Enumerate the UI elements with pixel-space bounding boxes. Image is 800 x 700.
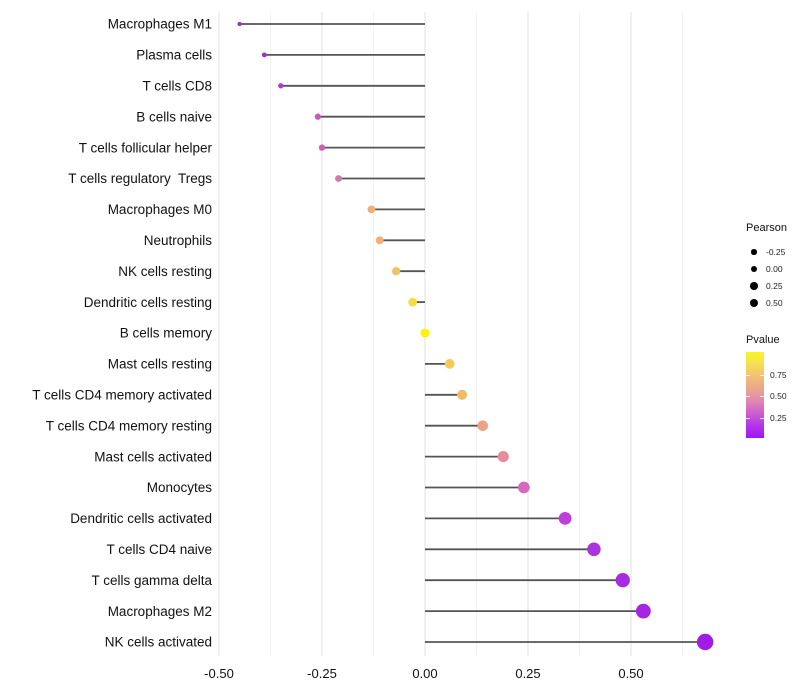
x-axis-tick-label: -0.50 xyxy=(204,666,234,681)
y-axis-label: Macrophages M1 xyxy=(108,17,212,32)
data-point xyxy=(314,113,322,120)
y-axis-label: T cells gamma delta xyxy=(91,573,212,588)
x-axis-tick-label: -0.25 xyxy=(307,666,337,681)
data-point xyxy=(391,267,401,276)
size-legend-label: 0.00 xyxy=(766,264,783,274)
y-axis-label: Neutrophils xyxy=(144,233,213,248)
y-axis-label: T cells CD4 memory resting xyxy=(46,418,212,433)
y-axis-label: Plasma cells xyxy=(136,48,212,63)
legend-dot-icon xyxy=(751,249,757,255)
y-axis-label: T cells regulatory Tregs xyxy=(68,171,212,186)
data-point xyxy=(261,52,267,58)
legend-dot-icon xyxy=(749,298,759,308)
legend-dot-icon xyxy=(750,282,758,290)
y-axis-label: B cells memory xyxy=(120,326,213,341)
x-axis-tick-label: 0.25 xyxy=(515,666,540,681)
y-axis-label: Macrophages M0 xyxy=(108,202,212,217)
legend-dot-icon xyxy=(750,265,758,273)
data-point xyxy=(477,420,488,432)
y-axis-label: Mast cells activated xyxy=(94,449,212,464)
data-point xyxy=(635,603,651,619)
y-axis-label: B cells naive xyxy=(136,109,212,124)
colorbar-tick xyxy=(746,418,750,419)
y-axis-label: Dendritic cells activated xyxy=(70,511,212,526)
y-axis-label: T cells follicular helper xyxy=(79,140,213,155)
y-axis-label: Monocytes xyxy=(147,480,213,495)
data-point xyxy=(696,633,714,651)
colorbar-label: 0.75 xyxy=(770,369,787,380)
colorbar-label: 0.50 xyxy=(770,390,787,401)
y-axis-label: Dendritic cells resting xyxy=(84,295,212,310)
x-axis-tick-label: 0.00 xyxy=(412,666,437,681)
data-point xyxy=(444,359,455,369)
y-axis-label: T cells CD4 memory activated xyxy=(32,388,212,403)
size-legend-label: 0.25 xyxy=(766,281,783,291)
x-axis-tick-label: 0.50 xyxy=(618,666,643,681)
colorbar-label: 0.25 xyxy=(770,413,787,424)
data-point xyxy=(318,144,326,151)
y-axis-label: NK cells activated xyxy=(105,635,212,650)
data-point xyxy=(457,389,468,400)
y-axis-label: T cells CD4 naive xyxy=(106,542,212,557)
data-point xyxy=(518,481,530,494)
colorbar-tick xyxy=(746,396,750,397)
size-legend-label: -0.25 xyxy=(766,247,786,257)
pvalue-legend-title: Pvalue xyxy=(746,334,780,346)
colorbar-tick xyxy=(760,418,764,419)
data-point xyxy=(367,205,376,214)
data-point xyxy=(420,328,430,338)
colorbar-tick xyxy=(760,396,764,397)
y-axis-label: Macrophages M2 xyxy=(108,604,212,619)
data-point xyxy=(237,21,242,27)
data-point xyxy=(587,542,601,557)
data-point xyxy=(497,451,509,463)
y-axis-label: Mast cells resting xyxy=(108,357,212,372)
colorbar-tick xyxy=(746,375,750,376)
pvalue-colorbar xyxy=(746,352,764,438)
data-point xyxy=(335,175,342,182)
data-point xyxy=(615,573,630,588)
data-point xyxy=(278,83,284,89)
y-axis-label: T cells CD8 xyxy=(142,79,212,94)
colorbar-tick xyxy=(760,375,764,376)
data-point xyxy=(558,512,572,525)
y-axis-label: NK cells resting xyxy=(118,264,212,279)
data-point xyxy=(408,297,418,307)
size-legend-title: Pearson xyxy=(746,222,787,234)
size-legend-label: 0.50 xyxy=(766,298,783,308)
data-point xyxy=(375,236,384,245)
